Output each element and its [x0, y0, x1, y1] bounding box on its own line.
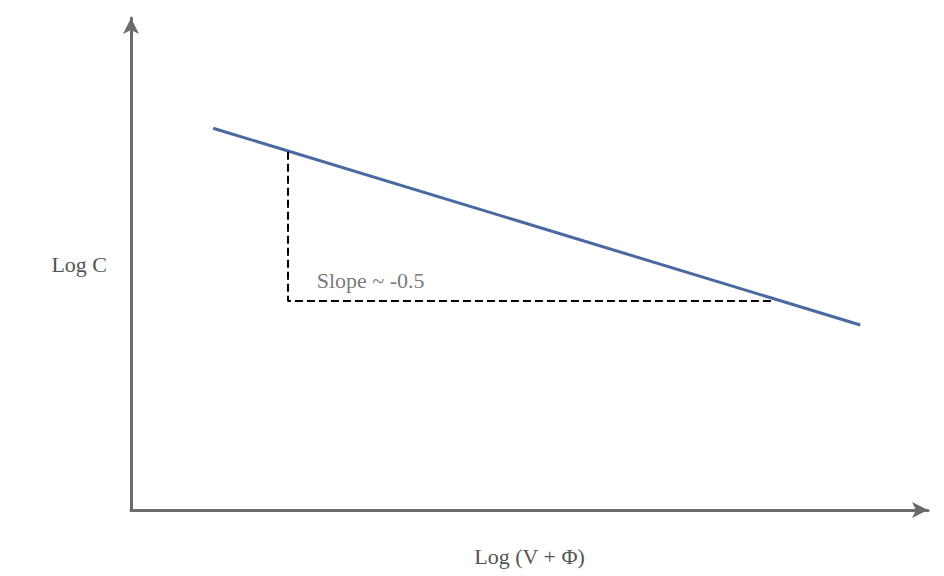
svg-text:Log C: Log C — [51, 252, 107, 277]
svg-text:Log (V + Φ): Log (V + Φ) — [474, 544, 585, 569]
svg-text:Slope ~ -0.5: Slope ~ -0.5 — [317, 268, 425, 293]
